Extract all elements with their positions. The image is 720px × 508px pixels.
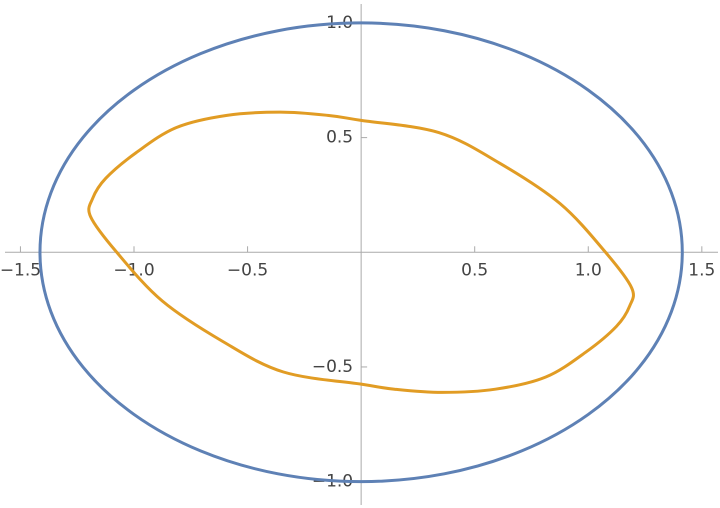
- x-tick-label: 1.5: [688, 260, 715, 280]
- x-tick-label: 0.5: [461, 260, 488, 280]
- x-tick-label: 1.0: [575, 260, 602, 280]
- x-tick-label: −1.5: [0, 260, 41, 280]
- x-tick-label: −0.5: [227, 260, 268, 280]
- curve: [38, 21, 684, 484]
- curve: [87, 110, 635, 394]
- y-tick-label: 0.5: [326, 128, 353, 148]
- y-tick-label: −0.5: [312, 357, 353, 377]
